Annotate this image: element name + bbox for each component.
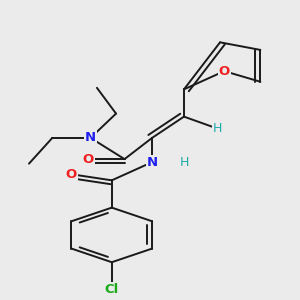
- Text: H: H: [180, 156, 189, 169]
- Text: H: H: [213, 122, 223, 135]
- Text: O: O: [83, 153, 94, 166]
- Text: Cl: Cl: [105, 283, 119, 296]
- Text: O: O: [66, 168, 77, 181]
- Text: N: N: [85, 131, 96, 144]
- Text: N: N: [147, 156, 158, 169]
- Text: O: O: [219, 64, 230, 78]
